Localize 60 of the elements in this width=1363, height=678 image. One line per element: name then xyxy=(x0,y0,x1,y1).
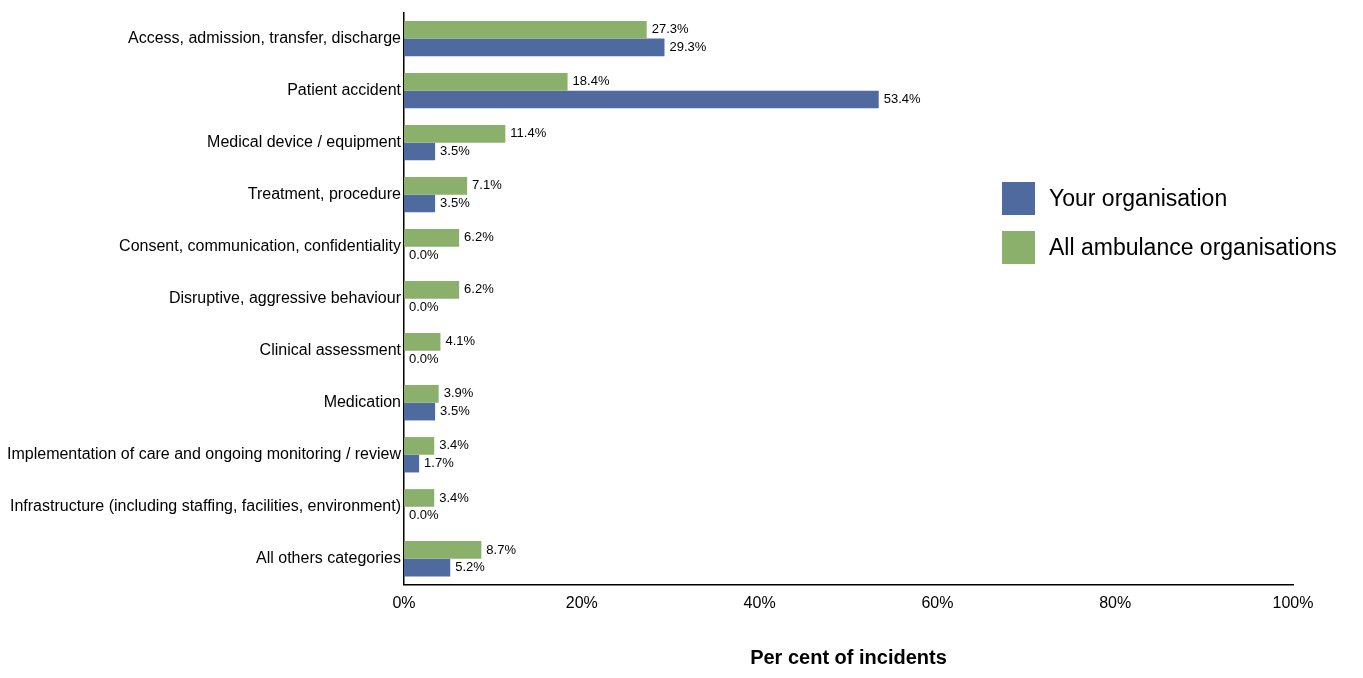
x-tick-label: 100% xyxy=(1272,593,1314,611)
legend-label: Your organisation xyxy=(1049,185,1228,212)
bar xyxy=(404,142,436,161)
bar xyxy=(404,489,435,507)
bar xyxy=(404,20,647,39)
data-label: 27.3% xyxy=(651,21,689,37)
y-tick-label: Medical device / equipment xyxy=(207,133,402,151)
y-tick-label: Treatment, procedure xyxy=(247,185,402,203)
y-tick-label: Clinical assessment xyxy=(259,341,402,359)
legend-label: All ambulance organisations xyxy=(1049,234,1337,261)
y-tick-label: Patient accident xyxy=(287,81,402,99)
data-label: 29.3% xyxy=(669,39,707,55)
data-label: 3.4% xyxy=(439,489,470,505)
y-tick-label: Infrastructure (including staffing, facilities, environment) xyxy=(10,497,401,515)
y-tick-label: Consent, communication, confidentiality xyxy=(119,237,401,255)
data-label: 11.4% xyxy=(510,125,547,141)
x-tick-label: 20% xyxy=(565,593,598,611)
x-tick-label: 40% xyxy=(743,593,776,611)
bar xyxy=(404,454,420,473)
data-label: 4.1% xyxy=(445,333,476,349)
x-tick-label: 60% xyxy=(921,593,954,611)
bar xyxy=(404,437,435,455)
data-label: 3.5% xyxy=(440,143,471,159)
data-label: 18.4% xyxy=(572,73,610,89)
bar xyxy=(404,558,451,577)
data-label: 0.0% xyxy=(409,507,440,523)
data-label: 0.0% xyxy=(409,247,440,263)
bar xyxy=(404,124,506,143)
data-label: 3.5% xyxy=(440,195,471,211)
data-label: 7.1% xyxy=(472,177,503,193)
bar xyxy=(404,90,879,109)
y-tick-label: Implementation of care and ongoing monitoring / review xyxy=(7,445,402,463)
y-tick-label: All others categories xyxy=(256,549,401,567)
x-tick-label: 0% xyxy=(392,593,416,611)
bar xyxy=(404,194,436,213)
data-label: 6.2% xyxy=(464,229,495,245)
x-axis-title: Per cent of incidents xyxy=(750,645,947,668)
data-label: 1.7% xyxy=(424,455,455,471)
data-label: 3.9% xyxy=(443,385,474,401)
data-label: 5.2% xyxy=(455,559,486,575)
data-label: 8.7% xyxy=(486,541,517,557)
y-tick-label: Medication xyxy=(323,393,401,411)
y-tick-label: Access, admission, transfer, discharge xyxy=(127,29,402,47)
bar xyxy=(404,385,439,403)
x-tick-label: 80% xyxy=(1099,593,1132,611)
y-tick-label: Disruptive, aggressive behaviour xyxy=(168,289,402,307)
bar xyxy=(404,281,460,299)
bar xyxy=(404,541,482,559)
data-label: 3.5% xyxy=(440,403,471,419)
bar xyxy=(404,229,460,247)
bar xyxy=(404,72,568,91)
data-label: 6.2% xyxy=(464,281,495,297)
bar xyxy=(404,38,665,57)
bar xyxy=(404,333,441,351)
bar xyxy=(404,176,468,195)
data-label: 3.4% xyxy=(439,437,470,453)
bar xyxy=(404,402,436,421)
data-label: 53.4% xyxy=(883,91,922,107)
data-label: 0.0% xyxy=(409,299,440,315)
data-label: 0.0% xyxy=(409,351,440,367)
